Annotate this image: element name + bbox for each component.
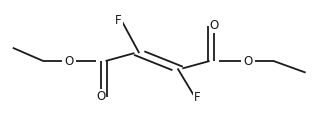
Text: O: O — [64, 55, 73, 67]
Text: O: O — [210, 19, 219, 32]
Text: O: O — [244, 55, 252, 67]
Text: O: O — [96, 90, 105, 103]
Text: F: F — [194, 91, 200, 104]
Text: F: F — [115, 14, 122, 27]
